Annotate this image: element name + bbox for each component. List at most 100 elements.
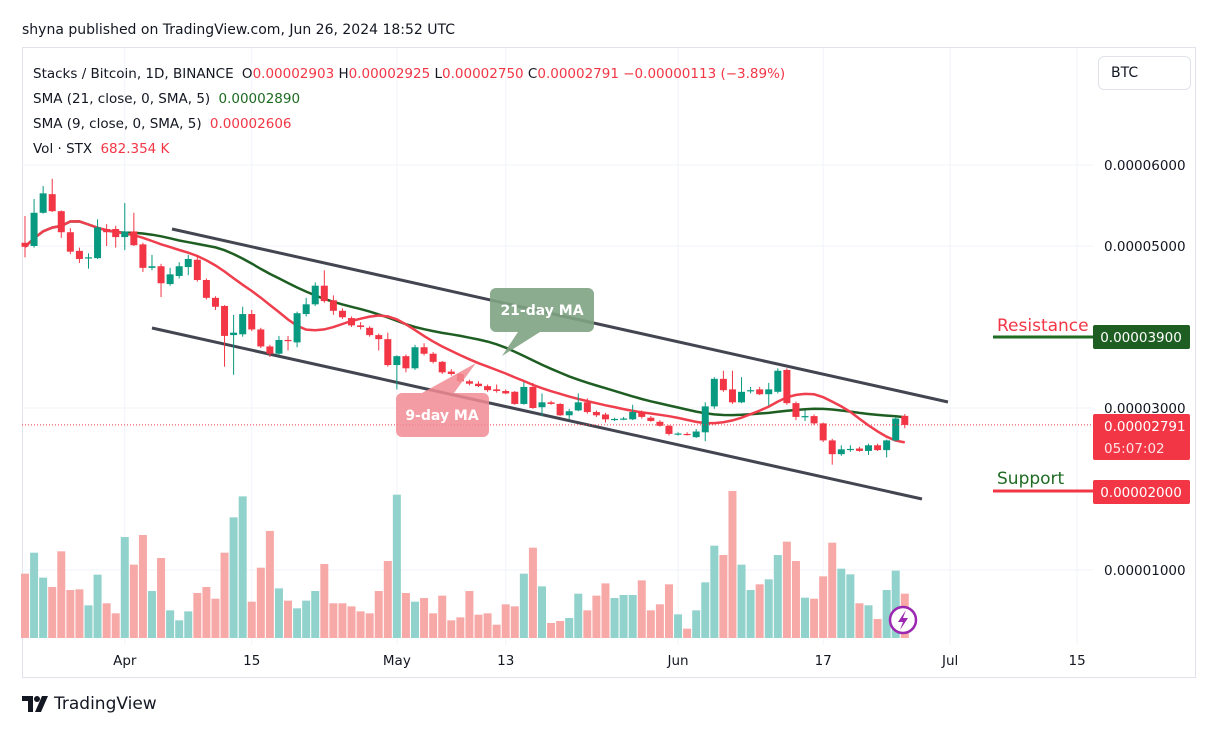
volume-bar xyxy=(746,589,755,638)
candle xyxy=(574,393,582,412)
resistance-level[interactable]: Resistance xyxy=(993,316,1093,339)
candle-body xyxy=(121,231,129,238)
candle xyxy=(357,322,365,330)
time-tick-label: Jul xyxy=(941,653,958,669)
sma9-label: SMA (9, close, 0, SMA, 5) xyxy=(33,116,202,132)
volume-bar xyxy=(637,580,646,638)
candle xyxy=(94,219,102,259)
ma9-callout-text: 9-day MA xyxy=(405,408,479,424)
candle-body xyxy=(447,371,455,374)
legend-ohlc-row[interactable]: Stacks / Bitcoin, 1D, BINANCE O0.0000290… xyxy=(33,62,785,87)
volume-bar xyxy=(664,584,673,638)
candle-body xyxy=(139,244,147,268)
candle xyxy=(583,398,591,414)
support-level[interactable]: Support xyxy=(993,469,1093,493)
price-axis[interactable]: 0.00006000 0.00005000 0.00003000 0.00001000 xyxy=(1104,158,1186,579)
candle xyxy=(728,370,736,404)
volume-bar xyxy=(284,600,293,638)
legend-sma9-row[interactable]: SMA (9, close, 0, SMA, 5) 0.00002606 xyxy=(33,112,785,137)
candle xyxy=(620,416,628,421)
candle xyxy=(48,178,56,212)
candle xyxy=(719,370,727,392)
candle xyxy=(66,228,74,255)
volume-bar xyxy=(39,577,48,638)
currency-button[interactable]: BTC xyxy=(1098,56,1191,90)
volume-bar xyxy=(211,598,220,638)
resistance-price-text: 0.00003900 xyxy=(1100,330,1182,346)
candle-body xyxy=(756,389,764,395)
volume-bar xyxy=(238,496,247,638)
volume-bar xyxy=(791,561,800,638)
candle xyxy=(837,445,845,456)
volume-bar xyxy=(265,530,274,638)
symbol-title: Stacks / Bitcoin, 1D, BINANCE xyxy=(33,66,234,82)
volume-bar xyxy=(120,537,129,638)
candle xyxy=(121,203,129,251)
candle-body xyxy=(783,369,791,404)
candle-body xyxy=(293,313,301,343)
candle xyxy=(393,355,401,390)
bar-countdown-text: 05:07:02 xyxy=(1104,441,1165,457)
candle xyxy=(901,414,909,429)
candle-body xyxy=(656,421,664,426)
publication-attribution: shyna published on TradingView.com, Jun … xyxy=(22,22,456,38)
candle-body xyxy=(266,346,274,354)
sma21-line xyxy=(24,220,905,419)
candle-body xyxy=(511,391,519,404)
candle xyxy=(157,263,165,298)
candle xyxy=(846,445,854,452)
candle-body xyxy=(855,448,863,451)
candle-body xyxy=(66,232,74,252)
candle xyxy=(674,432,682,436)
candle xyxy=(538,393,546,417)
volume-bar xyxy=(737,564,746,638)
descending-channel[interactable] xyxy=(151,227,949,501)
volume-bar xyxy=(891,570,900,638)
brand-name: TradingView xyxy=(54,694,157,714)
candle xyxy=(592,410,600,417)
candle-body xyxy=(366,327,374,336)
volume-bar xyxy=(692,610,701,638)
lightning-icon[interactable] xyxy=(888,605,918,635)
volume-bar xyxy=(66,589,75,638)
candle-body xyxy=(538,402,546,408)
candle xyxy=(384,332,392,367)
candle-body xyxy=(828,440,836,455)
volume-bar xyxy=(447,620,456,638)
candle-body xyxy=(665,425,673,434)
open-value: 0.00002903 xyxy=(252,66,335,82)
candle xyxy=(756,386,764,396)
candle-body xyxy=(810,416,818,424)
volume-bar xyxy=(565,617,574,638)
candle-body xyxy=(683,433,691,436)
volume-bar xyxy=(501,604,510,638)
candle-body xyxy=(837,449,845,455)
ma21-callout[interactable]: 21-day MA xyxy=(490,288,594,356)
time-axis[interactable]: Apr 15 May 13 Jun 17 Jul 15 xyxy=(113,653,1086,669)
volume-bar xyxy=(365,613,374,638)
candle-body xyxy=(465,381,473,384)
candle xyxy=(447,369,455,376)
tradingview-logo[interactable]: TradingView xyxy=(22,694,157,714)
volume-bar xyxy=(75,589,84,638)
ma9-callout[interactable]: 9-day MA xyxy=(396,363,489,437)
candle-body xyxy=(565,411,573,416)
candle-body xyxy=(338,310,346,318)
volume-bar xyxy=(782,541,791,638)
legend-volume-row[interactable]: Vol · STX 682.354 K xyxy=(33,137,785,162)
time-tick-label: 17 xyxy=(815,653,832,669)
candle xyxy=(683,432,691,436)
candle xyxy=(103,224,111,246)
volume-bars xyxy=(21,491,909,638)
candle-body xyxy=(193,259,201,281)
legend-sma21-row[interactable]: SMA (21, close, 0, SMA, 5) 0.00002890 xyxy=(33,87,785,112)
candle xyxy=(665,425,673,436)
channel-lower-line[interactable] xyxy=(151,326,923,501)
volume-bar xyxy=(138,535,147,638)
candle-body xyxy=(846,448,854,451)
candle-body xyxy=(601,414,609,420)
candle-body xyxy=(520,386,528,404)
candle xyxy=(855,446,863,452)
candle xyxy=(565,408,573,420)
